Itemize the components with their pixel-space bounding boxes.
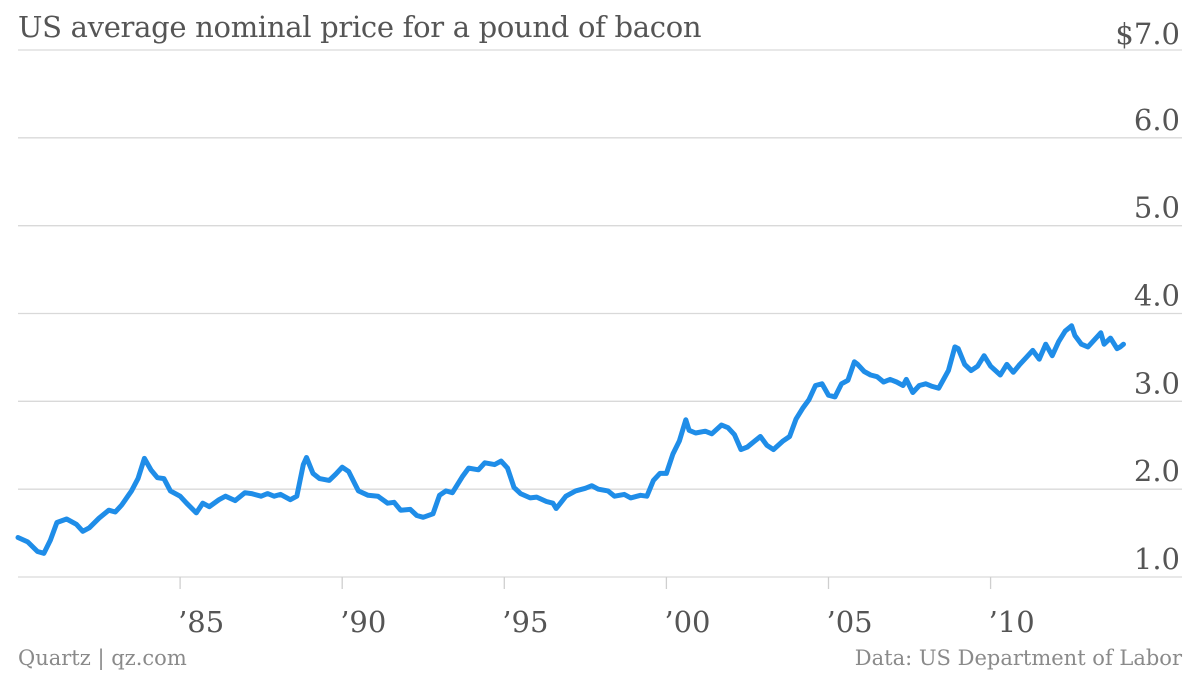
x-tick-label: ’10 <box>989 605 1035 639</box>
x-tick-label: ’85 <box>178 605 224 639</box>
y-tick-label: 2.0 <box>1134 454 1180 488</box>
y-tick-label: 3.0 <box>1134 366 1180 400</box>
y-tick-label: 4.0 <box>1134 279 1180 313</box>
gridlines <box>18 49 1182 578</box>
x-tick-label: ’05 <box>826 605 872 639</box>
y-axis: 1.0 2.0 3.0 4.0 5.0 6.0 $7.0 <box>1115 17 1180 576</box>
source-text: Data: US Department of Labor <box>854 646 1182 670</box>
chart-title: US average nominal price for a pound of … <box>18 10 702 44</box>
x-axis: ’85 ’90 ’95 ’00 ’05 ’10 <box>178 577 1035 639</box>
x-tick-label: ’00 <box>664 605 710 639</box>
credit-text: Quartz | qz.com <box>18 646 187 670</box>
plot-area <box>15 323 1126 556</box>
y-tick-label: 5.0 <box>1134 191 1180 225</box>
series-line <box>15 323 1126 556</box>
x-tick-label: ’90 <box>340 605 386 639</box>
y-tick-label: 1.0 <box>1134 542 1180 576</box>
x-tick-label: ’95 <box>502 605 548 639</box>
y-tick-label: 6.0 <box>1134 103 1180 137</box>
y-tick-label: $7.0 <box>1115 17 1180 51</box>
